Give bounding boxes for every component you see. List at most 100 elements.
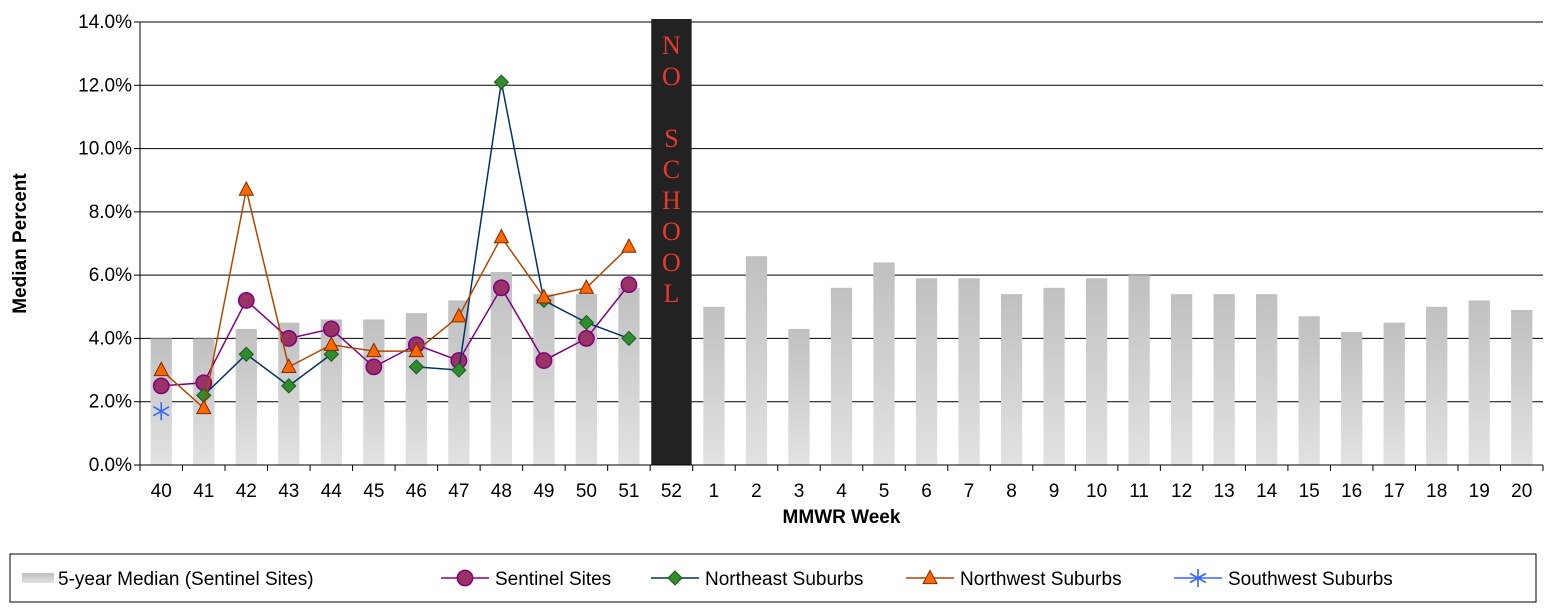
series-sentinel-sites — [152, 276, 638, 395]
line-series — [152, 74, 638, 421]
y-tick-label: 6.0% — [89, 265, 132, 286]
y-tick-label: 2.0% — [89, 392, 132, 413]
bar — [1511, 309, 1533, 465]
series-northeast-suburbs — [196, 74, 637, 404]
marker-diamond — [493, 74, 510, 90]
x-tick-label: 47 — [448, 481, 469, 502]
asterisk-stroke — [1189, 572, 1207, 584]
marker-circle — [578, 330, 595, 347]
legend-label: Sentinel Sites — [495, 569, 611, 590]
x-tick-label: 3 — [794, 481, 805, 502]
bar — [1256, 294, 1278, 465]
x-tick-label: 43 — [278, 481, 299, 502]
marker-triangle — [366, 342, 382, 358]
no-school-letter: N — [662, 31, 681, 60]
marker-diamond — [238, 346, 254, 362]
axes — [139, 22, 1544, 471]
x-tick-label: 52 — [661, 481, 682, 502]
bar — [1128, 275, 1150, 465]
marker-triangle — [536, 288, 552, 304]
x-tick-label: 51 — [618, 481, 639, 502]
no-school-letter: S — [664, 124, 678, 153]
marker-circle — [456, 569, 474, 587]
marker-diamond — [451, 362, 467, 378]
marker-circle — [280, 330, 298, 347]
marker-asterisk — [1189, 569, 1207, 587]
bar — [533, 294, 555, 465]
x-tick-label: 48 — [491, 481, 512, 502]
marker-circle — [152, 377, 170, 395]
bar — [1000, 294, 1023, 465]
x-tick-label: 19 — [1469, 481, 1490, 502]
marker-diamond — [408, 359, 425, 375]
x-tick-label: 11 — [1129, 481, 1149, 502]
y-tick-label: 4.0% — [89, 328, 132, 349]
series-northwest-suburbs — [153, 180, 637, 415]
marker-circle — [492, 279, 510, 297]
bar — [1383, 322, 1405, 465]
bar — [1043, 287, 1065, 465]
marker-triangle — [238, 180, 255, 196]
x-tick-label: 15 — [1299, 481, 1320, 502]
x-axis-title: MMWR Week — [783, 507, 901, 528]
no-school-bar — [651, 19, 692, 465]
y-tick-label: 12.0% — [78, 75, 132, 96]
series-line — [161, 284, 630, 387]
marker-triangle — [451, 307, 467, 323]
bar — [150, 338, 172, 465]
series-line — [416, 81, 630, 371]
legend-label: Southwest Suburbs — [1228, 569, 1393, 590]
marker-diamond — [621, 330, 637, 347]
x-tick-label: 45 — [363, 481, 384, 502]
bar — [788, 328, 810, 465]
series-southwest-suburbs — [153, 402, 170, 421]
bar — [745, 256, 768, 465]
x-tick-label: 9 — [1049, 481, 1060, 502]
bar — [235, 328, 257, 465]
legend-item: Southwest Suburbs — [1174, 569, 1393, 590]
legend-item: Northwest Suburbs — [906, 569, 1122, 590]
legend: 5-year Median (Sentinel Sites) Sentinel S… — [9, 553, 1537, 603]
marker-diamond — [667, 570, 683, 586]
bar — [278, 322, 300, 465]
bar — [618, 287, 640, 465]
marker-triangle — [578, 279, 595, 294]
bar — [1170, 294, 1193, 465]
x-tick-label: 7 — [964, 481, 975, 502]
x-tick-label: 10 — [1086, 481, 1107, 502]
y-tick-labels: 0.0% 2.0% 4.0% 6.0% 8.0% 10.0% 12.0% 14.0% — [78, 12, 132, 476]
no-school-letter: H — [662, 186, 681, 215]
x-tick-label: 13 — [1214, 481, 1235, 502]
series-line — [203, 353, 332, 396]
bar — [703, 306, 725, 465]
x-tick-label: 18 — [1426, 481, 1447, 502]
bar — [873, 262, 895, 465]
no-school-letter: C — [663, 155, 680, 184]
marker-diamond — [578, 314, 595, 331]
no-school-letter: L — [663, 279, 679, 308]
bar — [1468, 300, 1490, 465]
bar — [1341, 332, 1363, 465]
x-tick-label: 42 — [236, 481, 257, 502]
x-tick-label: 4 — [836, 481, 847, 502]
marker-triangle — [195, 399, 212, 415]
marker-asterisk — [153, 402, 170, 421]
legend-item: Northeast Suburbs — [651, 569, 863, 590]
legend-label: Northeast Suburbs — [705, 569, 863, 590]
legend-label: Northwest Suburbs — [960, 569, 1122, 590]
y-axis-title: Median Percent — [10, 173, 31, 314]
x-tick-labels: 40 41 42 43 44 45 46 47 48 49 50 51 52 1 2 3 4 5 6 7 8 9 10 11 1… — [151, 481, 1533, 502]
bar — [1298, 316, 1320, 465]
marker-triangle — [922, 569, 938, 585]
no-school-letter: O — [662, 217, 681, 246]
bar — [830, 287, 853, 465]
x-tick-label: 5 — [879, 481, 890, 502]
no-school-letter: O — [662, 62, 681, 91]
x-tick-label: 41 — [193, 481, 214, 502]
bar — [958, 278, 980, 465]
marker-triangle — [280, 358, 297, 374]
x-tick-label: 1 — [709, 481, 720, 502]
bar — [405, 313, 427, 465]
